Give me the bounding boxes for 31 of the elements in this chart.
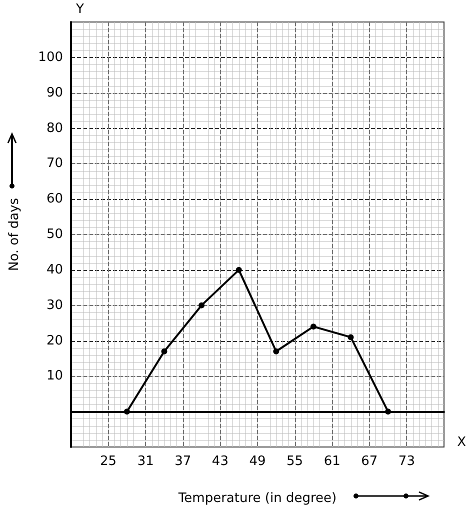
- y-axis-title: No. of days: [7, 198, 22, 272]
- x-tick-label: 31: [137, 454, 154, 469]
- y-tick-label: 90: [46, 85, 63, 100]
- x-axis-title: Temperature (in degree): [177, 491, 337, 506]
- y-tick-label: 40: [46, 262, 63, 278]
- y-tick-label: 10: [46, 368, 63, 384]
- point: [348, 334, 354, 340]
- y-tick-label: 100: [38, 50, 63, 65]
- text: Y: [75, 2, 84, 17]
- x-tick-label: 61: [324, 454, 340, 469]
- x-tick-label: 49: [249, 454, 266, 469]
- point: [310, 324, 316, 330]
- y-tick-label: 50: [46, 227, 63, 242]
- y-tick-label: 80: [46, 120, 63, 136]
- point: [124, 408, 130, 415]
- point: [273, 348, 280, 354]
- y-tick-label: 30: [46, 298, 63, 313]
- point: [198, 302, 205, 308]
- point: [161, 348, 168, 354]
- text: X: [457, 435, 466, 450]
- y-tick-label: 60: [46, 192, 63, 207]
- x-tick-label: 55: [286, 454, 304, 469]
- x-tick-label: 67: [361, 454, 378, 469]
- x-tick-label: 37: [174, 454, 192, 469]
- y-tick-label: 20: [46, 333, 63, 348]
- x-tick-label: 43: [212, 454, 228, 469]
- point: [385, 408, 392, 415]
- x-tick-label: 25: [100, 454, 117, 469]
- point: [236, 266, 242, 273]
- y-tick-label: 70: [46, 156, 63, 172]
- x-tick-label: 73: [398, 454, 415, 469]
